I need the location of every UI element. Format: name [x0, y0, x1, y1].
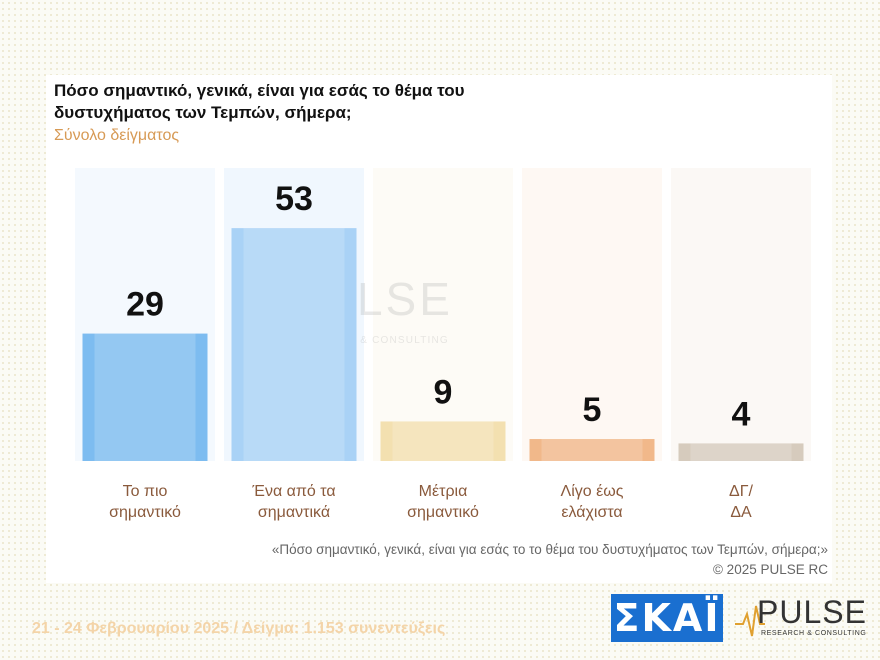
bar — [231, 228, 357, 461]
category-label: σημαντικά — [258, 504, 330, 521]
question-footnote: «Πόσο σημαντικό, γενικά, είναι για εσάς … — [271, 542, 828, 557]
survey-dates: 21 - 24 Φεβρουαρίου 2025 / Δείγμα: 1.153… — [32, 620, 446, 637]
bar-background — [522, 168, 662, 461]
pulse-logo-word: PULSE — [757, 594, 867, 630]
bar-background — [671, 168, 811, 461]
pulse-logo: PULSE RESEARCH & CONSULTING — [735, 594, 867, 642]
skai-logo: ΣΚΑΪ — [611, 594, 723, 642]
watermark-sub: RESEARCH & CONSULTING — [291, 335, 449, 346]
bar — [529, 439, 655, 461]
skai-logo-text: ΣΚΑΪ — [613, 596, 721, 640]
category-label: ΔΓ/ — [729, 483, 754, 500]
category-label: Μέτρια — [419, 483, 468, 500]
pulse-wave-icon — [735, 605, 765, 637]
category-label: σημαντικό — [407, 504, 479, 521]
value-label: 53 — [275, 180, 313, 218]
value-label: 9 — [434, 373, 453, 411]
bar-highlight — [94, 333, 196, 461]
category-label: σημαντικό — [109, 504, 181, 521]
bar-highlight — [690, 443, 792, 461]
pulse-logo-sub: RESEARCH & CONSULTING — [761, 630, 867, 637]
category-label: Ένα από τα — [251, 483, 335, 500]
value-label: 5 — [583, 391, 602, 429]
category-labels: Το πιο σημαντικό Ένα από τα σημαντικά Μέτρια… — [109, 483, 753, 521]
value-labels: 29 53 9 5 4 — [126, 180, 750, 433]
bar — [82, 333, 208, 461]
category-label: ελάχιστα — [561, 504, 622, 521]
bar — [678, 443, 804, 461]
value-label: 4 — [732, 395, 751, 433]
category-label: ΔΑ — [730, 504, 752, 521]
copyright: © 2025 PULSE RC — [712, 562, 828, 577]
bars — [82, 228, 804, 461]
value-label: 29 — [126, 286, 164, 324]
category-label: Το πιο — [123, 483, 168, 500]
bar-background — [373, 168, 513, 461]
bar-highlight — [243, 228, 345, 461]
chart-note: «Πόσο σημαντικό, γενικά, είναι για εσάς … — [272, 540, 828, 580]
chart-title: Πόσο σημαντικό, γενικά, είναι για εσάς τ… — [54, 81, 465, 122]
chart-subtitle: Σύνολο δείγματος — [54, 127, 180, 144]
bar-highlight — [541, 439, 643, 461]
bar — [380, 421, 506, 461]
category-label: Λίγο έως — [561, 483, 624, 500]
bar-highlight — [392, 421, 494, 461]
